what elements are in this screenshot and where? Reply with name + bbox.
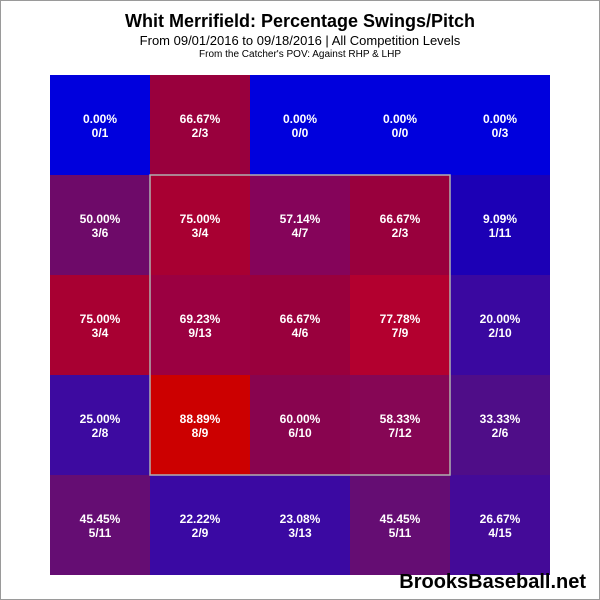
zone-cell-2-1	[150, 275, 250, 375]
chart-subtitle-pov: From the Catcher's POV: Against RHP & LH…	[199, 49, 401, 60]
zone-cell-0-0	[50, 75, 150, 175]
zone-pct-label-4-3: 45.45%	[380, 512, 421, 526]
zone-pct-label-2-4: 20.00%	[480, 312, 521, 326]
zone-count-label-4-3: 5/11	[389, 526, 412, 540]
zone-pct-label-1-4: 9.09%	[483, 212, 517, 226]
zone-pct-label-1-3: 66.67%	[380, 212, 421, 226]
zone-count-label-3-2: 6/10	[288, 426, 312, 440]
zone-count-label-4-2: 3/13	[288, 526, 312, 540]
zone-count-label-1-2: 4/7	[292, 226, 309, 240]
zone-pct-label-3-0: 25.00%	[80, 412, 121, 426]
zone-pct-label-4-0: 45.45%	[80, 512, 121, 526]
zone-pct-label-4-4: 26.67%	[480, 512, 521, 526]
zone-count-label-2-2: 4/6	[292, 326, 309, 340]
zone-count-label-0-3: 0/0	[392, 126, 409, 140]
zone-count-label-0-1: 2/3	[192, 126, 209, 140]
zone-cell-0-3	[350, 75, 450, 175]
zone-count-label-0-2: 0/0	[292, 126, 309, 140]
zone-count-label-1-3: 2/3	[392, 226, 409, 240]
zone-count-label-0-0: 0/1	[92, 126, 109, 140]
zone-count-label-2-3: 7/9	[392, 326, 409, 340]
zone-cell-2-0	[50, 275, 150, 375]
zone-cell-3-0	[50, 375, 150, 475]
zone-cell-2-2	[250, 275, 350, 375]
zone-count-label-1-0: 3/6	[92, 226, 109, 240]
zone-pct-label-0-3: 0.00%	[383, 112, 417, 126]
zone-cell-0-4	[450, 75, 550, 175]
zone-count-label-3-3: 7/12	[388, 426, 412, 440]
zone-count-label-2-0: 3/4	[92, 326, 109, 340]
zone-count-label-0-4: 0/3	[492, 126, 509, 140]
zone-cell-4-4	[450, 475, 550, 575]
zone-cell-2-4	[450, 275, 550, 375]
zone-count-label-4-0: 5/11	[89, 526, 112, 540]
zone-cell-3-1	[150, 375, 250, 475]
zone-pct-label-0-0: 0.00%	[83, 112, 117, 126]
zone-cell-0-2	[250, 75, 350, 175]
zone-count-label-3-1: 8/9	[192, 426, 209, 440]
zone-cell-4-0	[50, 475, 150, 575]
zone-count-label-3-0: 2/8	[92, 426, 109, 440]
strike-zone-outline	[149, 174, 451, 476]
zone-pct-label-1-1: 75.00%	[180, 212, 221, 226]
zone-pct-label-1-0: 50.00%	[80, 212, 121, 226]
zone-cell-4-3	[350, 475, 450, 575]
zone-pct-label-4-1: 22.22%	[180, 512, 221, 526]
zone-count-label-3-4: 2/6	[492, 426, 509, 440]
zone-cell-4-2	[250, 475, 350, 575]
zone-pct-label-0-2: 0.00%	[283, 112, 317, 126]
zone-count-label-2-4: 2/10	[488, 326, 512, 340]
zone-cell-4-1	[150, 475, 250, 575]
zone-count-label-1-1: 3/4	[192, 226, 209, 240]
zone-cell-1-1	[150, 175, 250, 275]
zone-pct-label-0-1: 66.67%	[180, 112, 221, 126]
zone-pct-label-3-4: 33.33%	[480, 412, 521, 426]
zone-cell-1-3	[350, 175, 450, 275]
zone-cell-1-2	[250, 175, 350, 275]
zone-cell-2-3	[350, 275, 450, 375]
zone-pct-label-0-4: 0.00%	[483, 112, 517, 126]
zone-cell-3-4	[450, 375, 550, 475]
zone-cell-1-4	[450, 175, 550, 275]
zone-pct-label-2-3: 77.78%	[380, 312, 421, 326]
zone-pct-label-2-0: 75.00%	[80, 312, 121, 326]
zone-cell-3-3	[350, 375, 450, 475]
zone-count-label-4-4: 4/15	[488, 526, 512, 540]
brand-logo-text: BrooksBaseball.net	[399, 571, 586, 593]
zone-pct-label-3-1: 88.89%	[180, 412, 221, 426]
chart-subtitle: From 09/01/2016 to 09/18/2016 | All Comp…	[139, 33, 461, 48]
zone-count-label-4-1: 2/9	[192, 526, 209, 540]
zone-cell-3-2	[250, 375, 350, 475]
zone-pct-label-4-2: 23.08%	[280, 512, 321, 526]
zone-pct-label-3-3: 58.33%	[380, 412, 421, 426]
zone-cell-1-0	[50, 175, 150, 275]
zone-pct-label-2-2: 66.67%	[280, 312, 321, 326]
zone-count-label-1-4: 1/11	[489, 226, 512, 240]
zone-pct-label-1-2: 57.14%	[280, 212, 321, 226]
zone-cell-0-1	[150, 75, 250, 175]
chart-title: Whit Merrifield: Percentage Swings/Pitch	[124, 11, 476, 31]
zone-pct-label-3-2: 60.00%	[280, 412, 321, 426]
zone-pct-label-2-1: 69.23%	[180, 312, 221, 326]
zone-count-label-2-1: 9/13	[188, 326, 212, 340]
